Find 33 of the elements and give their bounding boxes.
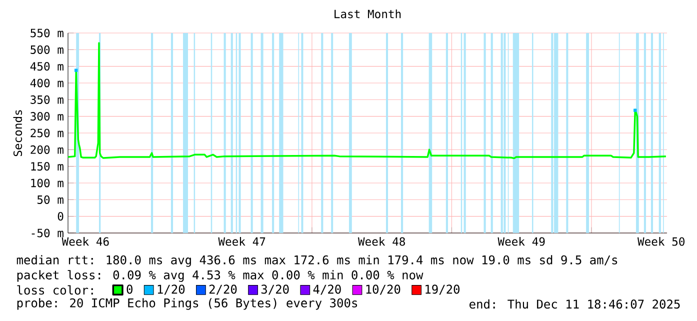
x-tick-label: Week 46 — [62, 237, 109, 246]
y-tick-label: 100 m — [31, 178, 64, 188]
legend-label: 3/20 — [261, 284, 289, 295]
x-tick-label: Week 47 — [218, 237, 266, 246]
legend-label: 4/20 — [313, 284, 341, 295]
legend-label: 19/20 — [426, 284, 460, 295]
y-tick-label: 0 — [58, 212, 64, 221]
legend-label: 0 — [126, 284, 132, 294]
line-series — [68, 42, 667, 160]
y-tick-label: 550 m — [30, 28, 64, 38]
legend-label: 1/20 — [158, 284, 185, 295]
y-tick-label: 300 m — [30, 112, 64, 121]
y-tick-label: 500 m — [30, 45, 64, 54]
x-tick-label: Week 48 — [358, 237, 405, 246]
y-tick-label: -50 m — [32, 228, 64, 238]
legend-label: 10/20 — [366, 284, 400, 295]
y-tick-label: 450 m — [30, 62, 64, 71]
x-tick-label: Week 50 — [637, 237, 684, 246]
y-tick-label: 400 m — [30, 78, 64, 88]
text: median rtt: 180.0 ms avg 436.6 ms max 172.6 ms min 179.4 ms now 19.0 ms sd 9.5 am/s — [16, 255, 618, 267]
text: packet loss: 0.09 % avg 4.53 % max 0.00 % min 0.00 % now — [17, 270, 424, 282]
y-tick-label: 50 m — [37, 195, 64, 204]
y-axis-title: Seconds — [13, 110, 22, 156]
chart-title: Last Month — [334, 10, 401, 18]
y-tick-label: 200 m — [30, 145, 64, 154]
legend-label: 2/20 — [209, 284, 237, 295]
legend-title: loss color: — [17, 285, 93, 295]
text: end: Thu Dec 11 18:46:07 2025 — [470, 299, 680, 309]
y-tick-label: 150 m — [31, 162, 64, 171]
y-tick-label: 250 m — [30, 128, 64, 138]
text: probe: 20 ICMP Echo Pings (56 Bytes) every 300s — [17, 298, 358, 310]
x-tick-label: Week 49 — [498, 237, 545, 246]
y-tick-label: 350 m — [30, 95, 64, 104]
